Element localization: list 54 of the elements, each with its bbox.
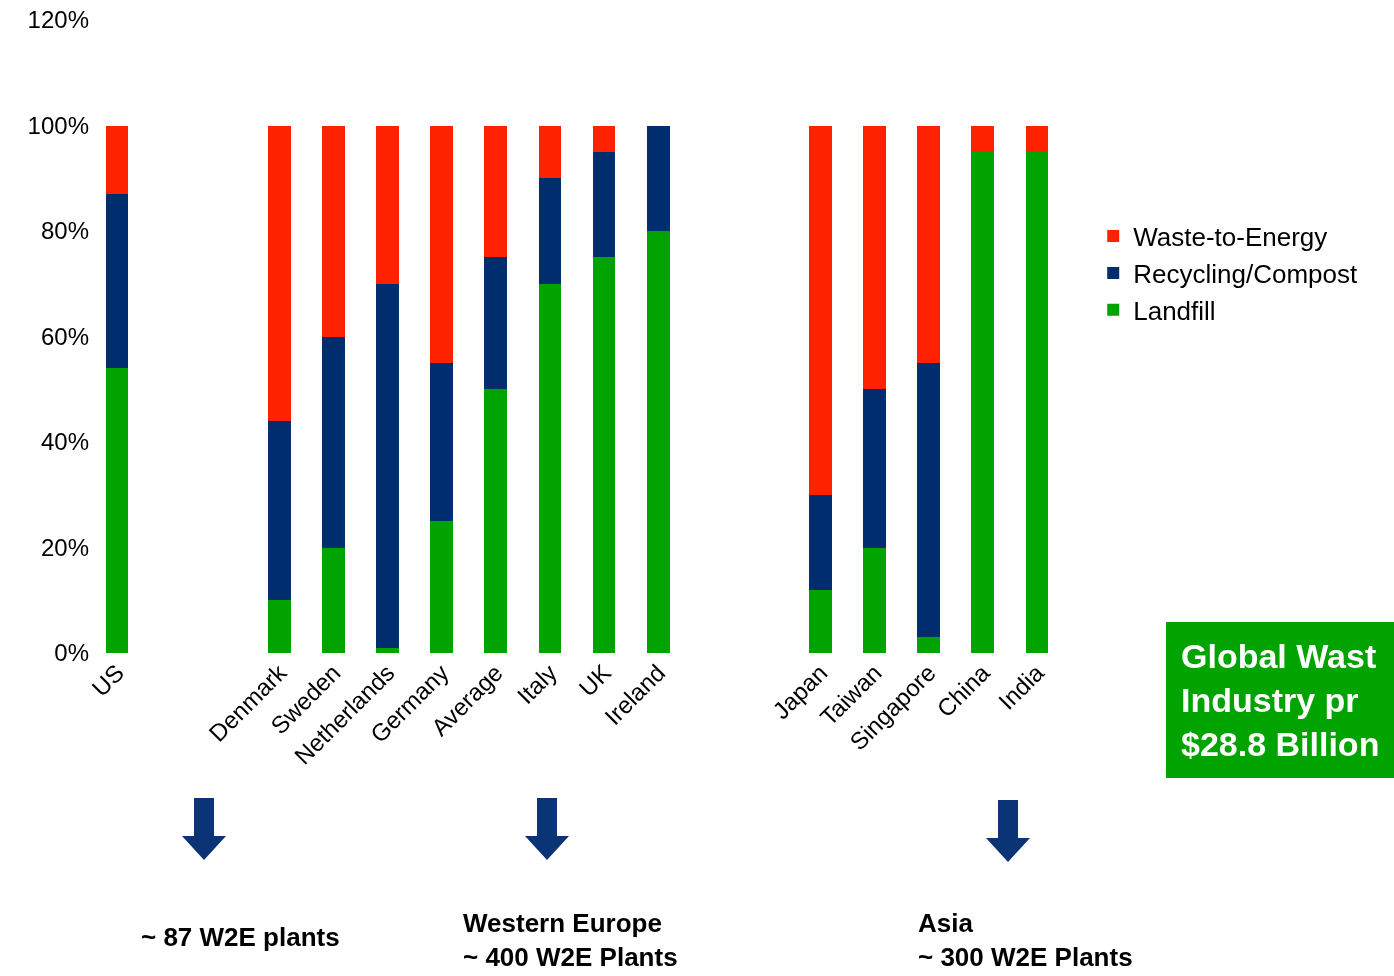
- bar: [376, 647, 399, 653]
- bar: [105, 125, 129, 195]
- y-tick-label: 120%: [27, 6, 89, 34]
- y-tick-label: 100%: [27, 111, 89, 139]
- bar: [430, 521, 454, 653]
- bar: [484, 389, 508, 653]
- bar: [268, 125, 291, 421]
- bar: [917, 362, 941, 638]
- bar: [268, 420, 291, 601]
- y-tick-label: 0%: [54, 639, 89, 667]
- bar: [809, 125, 832, 495]
- bar: [863, 389, 886, 548]
- bar: [538, 178, 562, 284]
- y-tick-label: 60%: [40, 322, 89, 350]
- bar: [484, 125, 508, 258]
- y-tick-label: 80%: [40, 217, 89, 245]
- bar: [917, 637, 941, 653]
- legend-label: Recycling/Compost: [1133, 259, 1358, 290]
- bar: [971, 151, 995, 653]
- bar: [809, 589, 832, 653]
- bar: [484, 257, 508, 390]
- bar: [376, 283, 399, 648]
- bar: [646, 231, 670, 653]
- y-tick-label: 40%: [40, 428, 89, 456]
- bar: [1025, 125, 1049, 152]
- bar: [917, 125, 941, 363]
- bar: [1025, 151, 1049, 653]
- bar: [863, 547, 886, 653]
- legend-label: Waste-to-Energy: [1133, 222, 1328, 253]
- bar: [646, 125, 670, 231]
- y-tick-label: 20%: [40, 533, 89, 561]
- bar: [105, 368, 129, 653]
- text: Western Europe ~ 400 W2E Plants: [463, 908, 678, 972]
- bar: [971, 125, 995, 152]
- bar: [105, 194, 129, 369]
- bar: [863, 125, 886, 390]
- bar: [430, 125, 454, 363]
- bar: [592, 125, 616, 152]
- bar: [268, 600, 291, 653]
- bar: [538, 125, 562, 179]
- text: Asia ~ 300 W2E Plants: [918, 908, 1133, 972]
- bar: [809, 494, 832, 590]
- text: Global Wast Industry pr $28.8 Billion: [1181, 637, 1380, 764]
- bar: [430, 362, 454, 522]
- bar: [322, 125, 345, 337]
- x-tick-label: Italy: [511, 658, 562, 710]
- bar: [538, 283, 562, 653]
- bar: [322, 336, 345, 548]
- bar: [322, 547, 345, 653]
- bar: [376, 125, 399, 284]
- legend-label: Landfill: [1133, 295, 1216, 326]
- bar: [592, 257, 616, 653]
- bar: [592, 151, 616, 258]
- text: ~ 87 W2E plants: [141, 922, 340, 952]
